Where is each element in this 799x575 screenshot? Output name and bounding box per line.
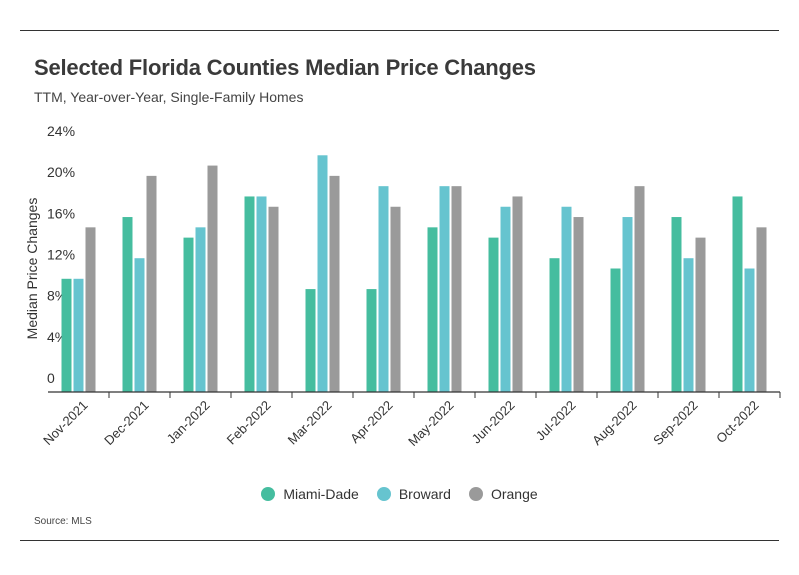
bar-orange-nov-2021	[85, 227, 96, 392]
bar-broward-apr-2022	[378, 186, 389, 392]
y-tick-label: 0	[47, 370, 55, 386]
x-tick-label: May-2022	[405, 398, 456, 449]
x-tick-label: Jun-2022	[469, 398, 518, 447]
legend-label-broward: Broward	[398, 486, 451, 502]
legend: Miami-Dade Broward Orange	[0, 486, 799, 502]
bar-orange-jul-2022	[573, 217, 584, 392]
x-tick-label: Oct-2022	[713, 398, 761, 446]
bar-miami-dade-oct-2022	[732, 196, 743, 392]
bar-broward-aug-2022	[622, 217, 633, 392]
y-tick-label: 24%	[47, 123, 75, 139]
bar-miami-dade-jul-2022	[549, 258, 560, 392]
x-tick-label: Mar-2022	[285, 398, 335, 448]
bar-orange-jan-2022	[207, 165, 218, 392]
bar-broward-sep-2022	[683, 258, 694, 392]
x-tick-label: Jul-2022	[533, 398, 579, 444]
bar-broward-dec-2021	[134, 258, 145, 392]
y-tick-label: 20%	[47, 164, 75, 180]
bar-miami-dade-may-2022	[427, 227, 438, 392]
bottom-rule	[20, 540, 779, 541]
x-tick-label: Sep-2022	[650, 398, 700, 448]
bar-miami-dade-feb-2022	[244, 196, 255, 392]
x-tick-label: Nov-2021	[40, 398, 90, 448]
bar-orange-jun-2022	[512, 196, 523, 392]
bar-orange-sep-2022	[695, 237, 706, 392]
bar-miami-dade-aug-2022	[610, 268, 621, 392]
legend-swatch-broward	[376, 487, 391, 501]
bar-miami-dade-jan-2022	[183, 237, 194, 392]
top-rule	[20, 30, 779, 31]
bar-miami-dade-dec-2021	[122, 217, 133, 392]
source-note: Source: MLS	[34, 516, 92, 527]
chart-title: Selected Florida Counties Median Price C…	[34, 55, 536, 80]
bar-broward-may-2022	[439, 186, 450, 392]
bar-orange-may-2022	[451, 186, 462, 392]
bar-miami-dade-jun-2022	[488, 237, 499, 392]
legend-label-orange: Orange	[490, 486, 538, 502]
bar-orange-mar-2022	[329, 175, 340, 392]
bar-orange-oct-2022	[756, 227, 767, 392]
x-tick-label: Apr-2022	[347, 398, 395, 446]
bar-broward-jan-2022	[195, 227, 206, 392]
y-axis-label: Median Price Changes	[24, 198, 40, 340]
bar-miami-dade-sep-2022	[671, 217, 682, 392]
chart-subtitle: TTM, Year-over-Year, Single-Family Homes	[34, 89, 304, 105]
y-tick-label: 12%	[47, 247, 75, 263]
bar-orange-apr-2022	[390, 206, 401, 392]
bar-broward-jul-2022	[561, 206, 572, 392]
y-tick-label: 16%	[47, 205, 75, 221]
x-tick-label: Feb-2022	[224, 398, 274, 448]
legend-swatch-miami-dade	[261, 487, 276, 501]
bar-broward-feb-2022	[256, 196, 267, 392]
bar-miami-dade-apr-2022	[366, 289, 377, 392]
legend-item-miami-dade[interactable]: Miami-Dade	[261, 486, 359, 502]
bar-miami-dade-mar-2022	[305, 289, 316, 392]
bar-broward-nov-2021	[73, 278, 84, 392]
bar-broward-jun-2022	[500, 206, 511, 392]
bar-orange-feb-2022	[268, 206, 279, 392]
x-tick-label: Dec-2021	[101, 398, 151, 448]
x-tick-label: Aug-2022	[589, 398, 639, 448]
bar-orange-aug-2022	[634, 186, 645, 392]
bar-miami-dade-nov-2021	[61, 278, 72, 392]
bar-broward-oct-2022	[744, 268, 755, 392]
legend-label-miami-dade: Miami-Dade	[283, 486, 359, 502]
legend-item-broward[interactable]: Broward	[376, 486, 451, 502]
bar-orange-dec-2021	[146, 175, 157, 392]
x-tick-label: Jan-2022	[164, 398, 213, 447]
legend-swatch-orange	[468, 487, 483, 501]
bar-broward-mar-2022	[317, 155, 328, 392]
legend-item-orange[interactable]: Orange	[468, 486, 538, 502]
